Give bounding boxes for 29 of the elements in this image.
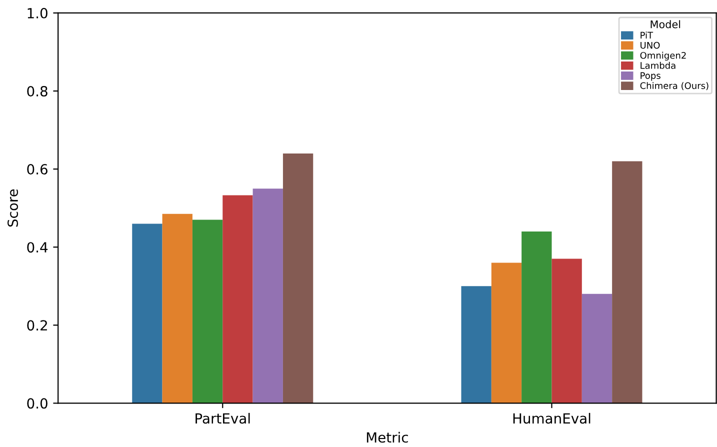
y-tick-label: 0.2 — [27, 320, 47, 331]
x-tick-label: HumanEval — [513, 412, 590, 424]
legend-label: Chimera (Ours) — [640, 82, 708, 90]
legend-label: Omnigen2 — [640, 52, 686, 61]
y-tick-label: 0.4 — [27, 242, 48, 253]
bar — [162, 214, 192, 404]
legend-label: Pops — [640, 72, 660, 81]
bar — [461, 286, 492, 404]
legend-label: UNO — [640, 42, 660, 49]
bar — [282, 153, 314, 404]
bar — [222, 195, 253, 404]
bar — [192, 220, 223, 404]
x-axis-title: Metric — [366, 432, 408, 443]
bar — [552, 258, 582, 404]
y-tick-label: 0.0 — [27, 398, 48, 409]
legend-title: Model — [650, 20, 680, 28]
legend-label: PiT — [640, 32, 654, 38]
bar — [582, 294, 612, 404]
bar — [522, 231, 552, 404]
y-axis-title: Score — [8, 189, 18, 227]
legend-label: Lambda — [640, 62, 676, 69]
y-tick-label: 0.6 — [27, 164, 48, 175]
bar — [491, 262, 522, 404]
bar — [252, 188, 283, 404]
x-tick-label: PartEval — [196, 412, 250, 424]
y-tick-label: 1.0 — [28, 8, 48, 18]
y-tick-label: 0.8 — [27, 86, 48, 96]
bar — [132, 224, 162, 404]
bar — [612, 161, 642, 404]
